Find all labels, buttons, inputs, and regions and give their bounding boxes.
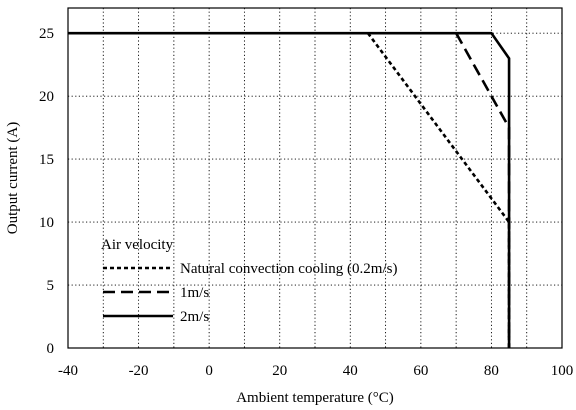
y-tick-label: 15 [39,152,54,168]
series-layer [68,31,511,348]
legend-label-3: 2m/s [180,309,209,325]
x-tick-label: -20 [129,363,149,379]
series-line-3 [68,31,511,348]
x-tick-label: 60 [413,363,428,379]
legend: Air velocity Natural convection cooling … [101,237,397,325]
legend-title: Air velocity [101,237,174,253]
x-tick-label: 100 [551,363,574,379]
y-tick-label: 20 [39,89,54,105]
x-axis-label: Ambient temperature (°C) [236,390,394,406]
plot-frame [67,7,563,349]
tick-labels: -40 -20 0 20 40 60 80 100 0 5 10 15 20 25 [39,26,573,379]
legend-label-2: 1m/s [180,285,209,301]
x-tick-label: 20 [272,363,287,379]
legend-label-1: Natural convection cooling (0.2m/s) [180,261,397,277]
y-tick-label: 10 [39,215,54,231]
series-line-1 [366,32,511,348]
x-tick-label: -40 [58,363,78,379]
series-line-2 [455,32,511,348]
y-axis-label: Output current (A) [5,122,21,234]
y-tick-label: 0 [47,341,55,357]
y-tick-label: 5 [47,278,55,294]
x-tick-label: 0 [205,363,213,379]
x-tick-label: 80 [484,363,499,379]
x-tick-label: 40 [343,363,358,379]
grid [68,8,562,348]
y-tick-label: 25 [39,26,54,42]
